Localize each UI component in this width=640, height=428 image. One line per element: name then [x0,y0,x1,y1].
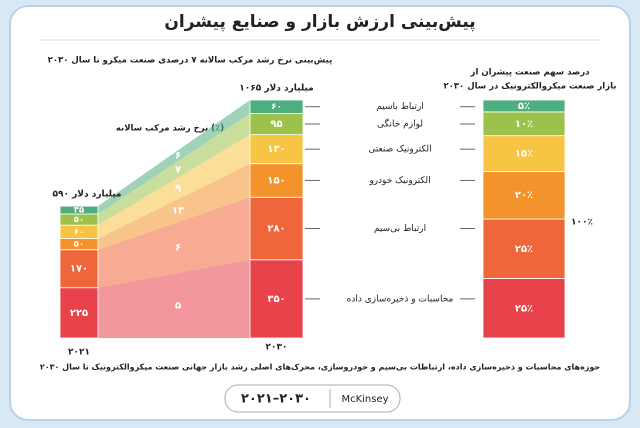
share-subtitle: درصد سهم صنعت پیشران از [470,68,591,78]
bar-segment [249,99,304,114]
x-tick-label: ۲۰۲۱ [68,348,90,358]
growth-band [98,259,250,338]
value-label: ۵۰ [74,240,84,250]
growth-band [98,163,250,250]
growth-label: ۱۳ [172,206,184,217]
growth-label: ۶ [175,243,181,254]
bar-segment [249,196,304,261]
value-label: ۳۵۰ [267,294,285,305]
share-label: ۲۰٪ [515,190,533,201]
bar-segment [249,259,304,339]
share-label: ۲۵٪ [515,303,533,314]
growth-title: نرخ رشد مرکب سالانه (٪) [116,124,224,134]
growth-band [98,134,250,239]
growth-label: ۹ [175,183,181,194]
series-name: ارتباط باسیم [376,102,424,112]
share-label: ۲۵٪ [515,244,533,255]
x-tick-label: ۲۰۳۰ [266,343,288,353]
growth-label: ۶ [175,151,181,162]
share-segment [482,135,566,172]
share-total: ۱۰۰٪ [571,218,593,228]
share-segment [482,278,566,339]
bar-segment [59,287,99,339]
value-label: ۵۰ [74,215,84,225]
series-name: محاسبات و ذخیره‌سازی داده [347,294,454,304]
value-label: ۲۸۰ [267,223,285,234]
source: McKinsey [341,394,388,405]
growth-band [98,113,250,226]
series-name: ارتباط بی‌سیم [374,224,426,234]
subtitle: پیش‌بینی نرخ رشد مرکب سالانه ۷ درصدی صنع… [48,56,333,66]
bar-segment [59,205,99,215]
value-label: ۲۲۵ [70,308,88,319]
value-label: ۱۷۰ [70,264,88,275]
value-label: ۱۵۰ [267,175,285,186]
growth-band [98,100,250,214]
value-label: ۶۰ [271,102,281,112]
growth-band [98,197,250,288]
value-label: ۶۰ [74,227,84,237]
period-pill [224,384,401,413]
total-label: ۱۰۶۵ میلیارد دلار [239,84,314,94]
total-label: ۵۹۰ میلیارد دلار [52,190,121,200]
series-name: الکترونیک خودرو [368,176,430,186]
bar-segment [59,249,99,289]
share-segment [482,218,566,279]
value-label: ۹۵ [270,119,282,130]
growth-label: ۷ [175,164,181,175]
share-segment [482,99,566,113]
growth-label: ۵ [175,301,181,312]
footnote: حوزه‌های محاسبات و ذخیره‌سازی داده، ارتب… [40,363,601,372]
chart-title: پیش‌بینی ارزش بازار و صنایع پیشران [164,12,475,32]
share-segment [482,170,566,220]
value-label: ۱۳۰ [267,144,285,155]
period: ۲۰۲۱–۲۰۳۰ [241,392,311,407]
share-subtitle: بازار صنعت میکروالکترونیک در سال ۲۰۳۰ [443,82,616,92]
share-label: ۱۵٪ [515,149,533,160]
share-label: ۵٪ [518,101,530,112]
series-name: الکترونیک صنعتی [368,145,431,155]
value-label: ۳۵ [74,206,84,216]
series-name: لوازم خانگی [377,118,423,130]
share-label: ۱۰٪ [515,119,533,130]
